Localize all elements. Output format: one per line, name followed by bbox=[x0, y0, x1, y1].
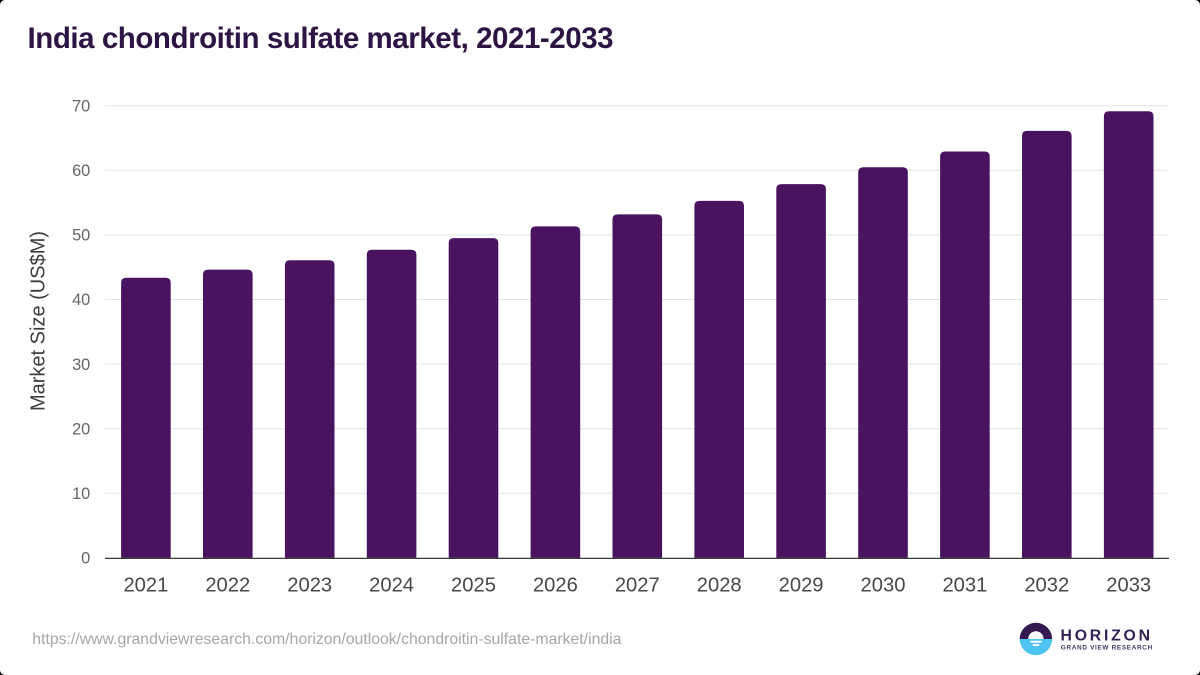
svg-text:2033: 2033 bbox=[1106, 575, 1151, 597]
svg-text:2027: 2027 bbox=[615, 575, 660, 597]
svg-text:2032: 2032 bbox=[1024, 575, 1069, 597]
svg-text:0: 0 bbox=[81, 550, 90, 568]
svg-text:2025: 2025 bbox=[451, 575, 496, 597]
svg-text:2023: 2023 bbox=[287, 575, 332, 597]
svg-text:2026: 2026 bbox=[533, 575, 578, 597]
svg-text:2028: 2028 bbox=[697, 575, 742, 597]
svg-text:2021: 2021 bbox=[123, 575, 168, 597]
svg-text:10: 10 bbox=[72, 485, 90, 503]
svg-text:2024: 2024 bbox=[369, 575, 414, 597]
svg-text:2031: 2031 bbox=[942, 575, 987, 597]
svg-text:2022: 2022 bbox=[205, 575, 250, 597]
svg-text:30: 30 bbox=[72, 356, 90, 374]
svg-text:GRAND VIEW RESEARCH: GRAND VIEW RESEARCH bbox=[1061, 645, 1153, 652]
svg-text:2029: 2029 bbox=[779, 575, 824, 597]
svg-text:20: 20 bbox=[72, 420, 90, 438]
svg-text:HORIZON: HORIZON bbox=[1061, 628, 1153, 645]
svg-text:2030: 2030 bbox=[861, 575, 906, 597]
svg-text:Market Size (US$M): Market Size (US$M) bbox=[27, 231, 49, 411]
svg-text:40: 40 bbox=[72, 291, 90, 309]
svg-text:60: 60 bbox=[72, 162, 90, 180]
svg-text:50: 50 bbox=[72, 227, 90, 245]
svg-text:70: 70 bbox=[72, 97, 90, 115]
